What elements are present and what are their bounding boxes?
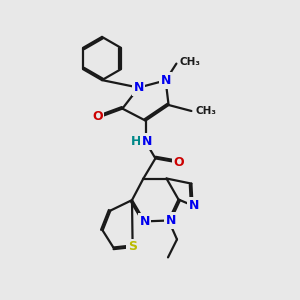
Text: N: N	[142, 135, 152, 148]
Text: N: N	[166, 214, 176, 227]
Text: O: O	[173, 155, 184, 169]
Text: N: N	[140, 215, 150, 228]
Text: CH₃: CH₃	[195, 106, 216, 116]
Text: N: N	[160, 74, 171, 87]
Text: O: O	[92, 110, 103, 124]
Text: H: H	[131, 135, 141, 148]
Text: N: N	[189, 199, 199, 212]
Text: S: S	[128, 240, 137, 254]
Text: CH₃: CH₃	[180, 57, 201, 68]
Text: N: N	[134, 81, 144, 94]
